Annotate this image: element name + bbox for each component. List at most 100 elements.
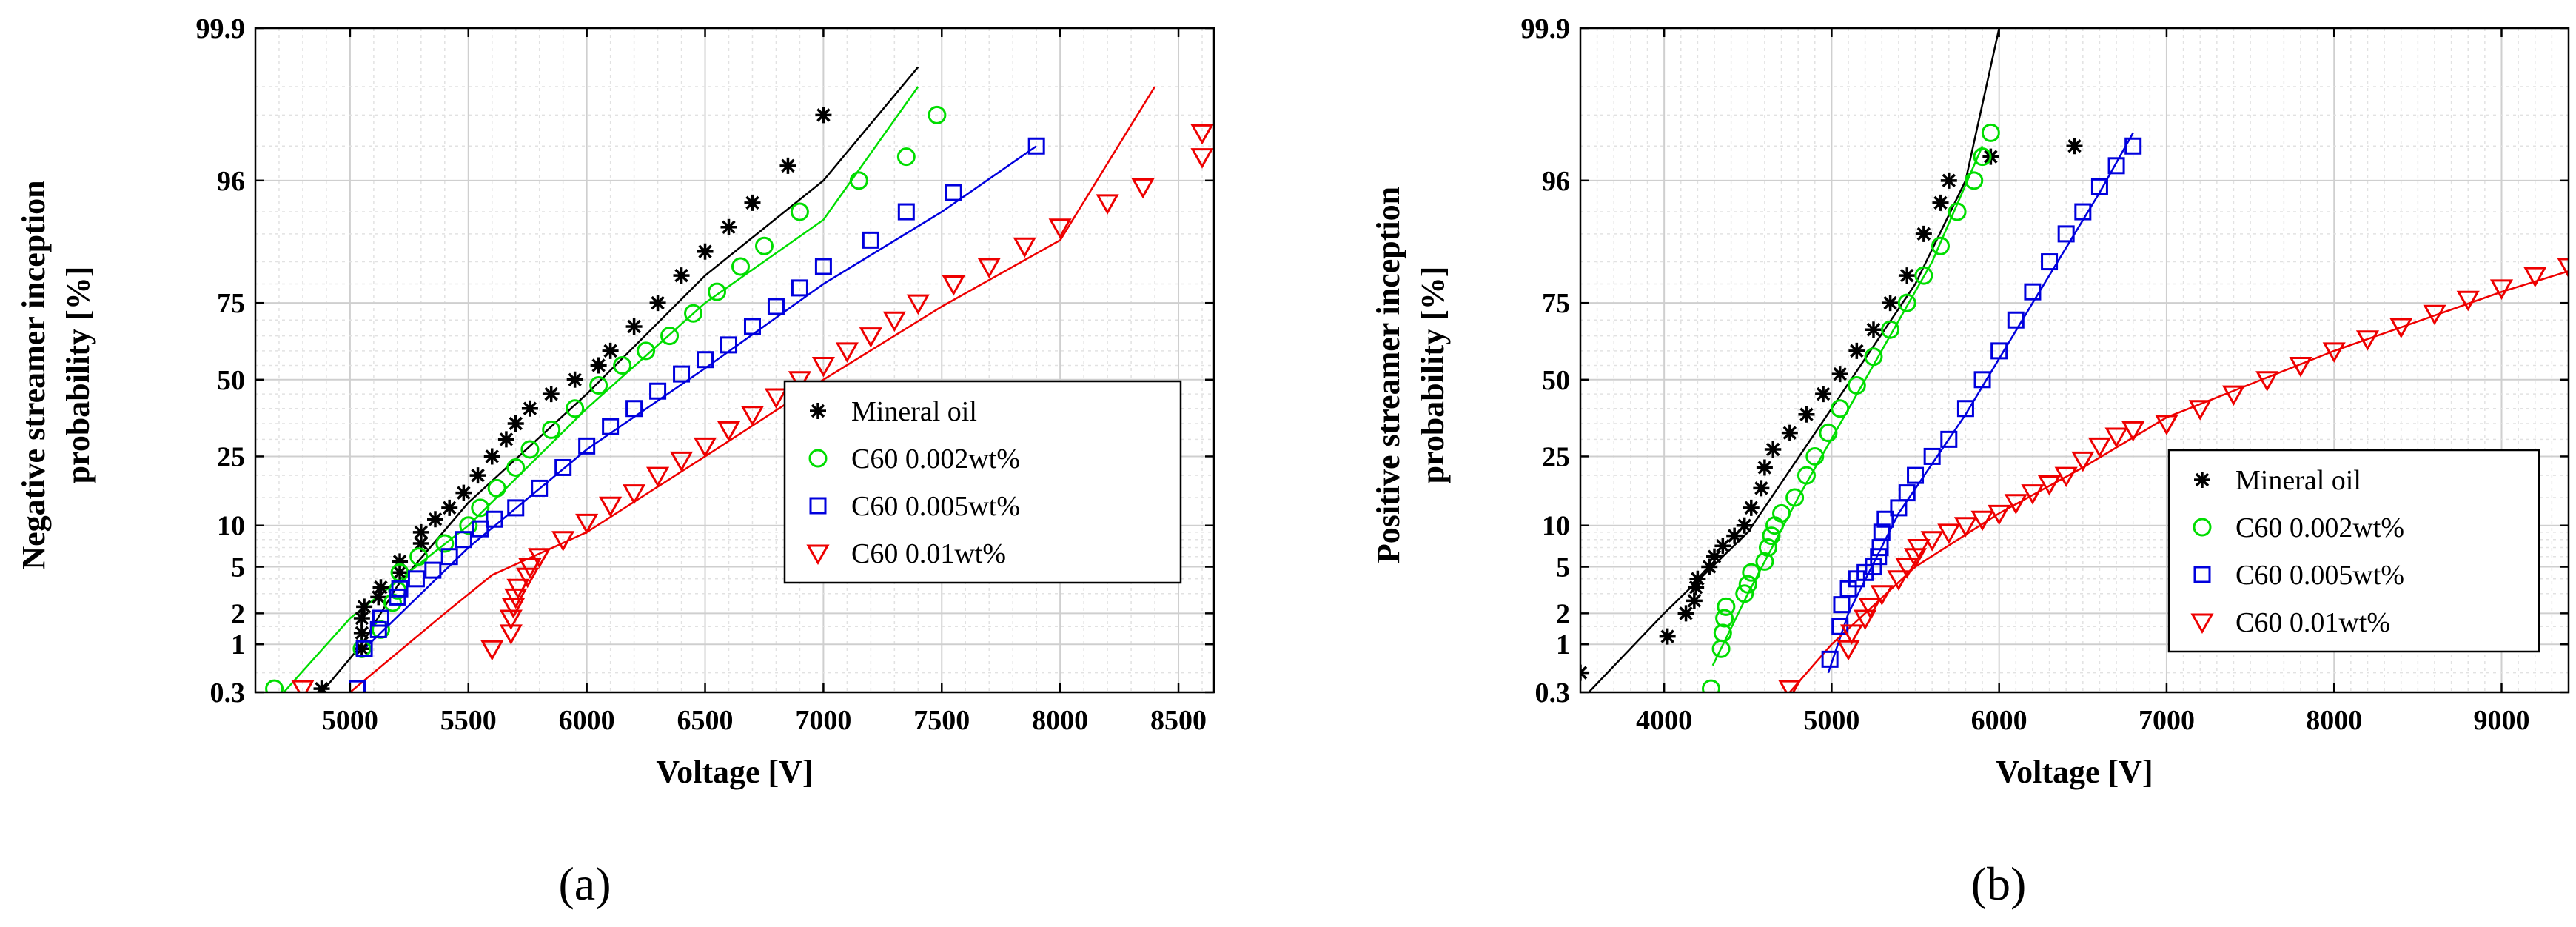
- data-point: [1805, 446, 1825, 466]
- x-tick-label: 7000: [795, 705, 851, 736]
- data-point: [1970, 510, 1994, 532]
- data-point: [897, 203, 915, 221]
- x-tick-label: 5500: [440, 705, 497, 736]
- data-point: [882, 311, 906, 332]
- y-tick-label: 50: [1542, 365, 1570, 396]
- data-point: [2456, 290, 2480, 312]
- data-point: [2124, 137, 2142, 155]
- data-point: [427, 511, 444, 528]
- x-tick-label: 8500: [1150, 705, 1207, 736]
- data-point: [1027, 137, 1045, 155]
- data-point: [814, 258, 832, 275]
- x-tick-label: 7500: [913, 705, 970, 736]
- data-point: [356, 598, 373, 615]
- data-point: [1940, 172, 1957, 189]
- data-point: [1765, 441, 1782, 458]
- data-point: [392, 564, 409, 581]
- data-point: [811, 357, 835, 378]
- data-point: [407, 570, 425, 588]
- data-point: [849, 171, 868, 190]
- data-point: [2007, 311, 2025, 329]
- data-point: [1870, 548, 1888, 566]
- data-point: [602, 342, 619, 359]
- data-point: [1758, 538, 1777, 558]
- data-point: [1831, 399, 1850, 418]
- data-point: [731, 257, 750, 276]
- data-point: [1096, 194, 1119, 215]
- axes-box: [1579, 27, 2570, 694]
- data-point: [2355, 330, 2380, 351]
- x-tick-label: 6000: [1971, 705, 2027, 736]
- series-1: [265, 105, 947, 692]
- data-point: [1706, 548, 1723, 565]
- data-point: [1876, 510, 1894, 528]
- axes-box: [254, 27, 1215, 694]
- data-point: [669, 451, 694, 472]
- data-point: [2024, 283, 2042, 301]
- data-point: [1831, 366, 1848, 383]
- data-point: [1865, 558, 1882, 576]
- data-point: [353, 640, 370, 657]
- data-point: [743, 318, 761, 335]
- data-point: [1819, 424, 1838, 443]
- data-point: [906, 294, 930, 315]
- data-point: [1762, 526, 1781, 546]
- series-0: [1580, 138, 2083, 681]
- data-point: [720, 336, 738, 354]
- data-point: [1882, 295, 1899, 312]
- y-tick-label: 2: [1556, 598, 1570, 629]
- data-point: [815, 107, 832, 124]
- data-point: [471, 498, 490, 518]
- data-point: [499, 624, 523, 645]
- data-point: [497, 431, 514, 448]
- data-point: [1956, 400, 1974, 418]
- data-point: [2074, 203, 2092, 221]
- legend-label: Mineral oil: [851, 396, 977, 427]
- data-point: [391, 580, 409, 598]
- data-point: [977, 258, 1001, 279]
- data-point: [2423, 304, 2446, 326]
- data-point: [767, 298, 785, 315]
- data-point: [599, 496, 623, 518]
- panel-label: (b): [1971, 857, 2027, 910]
- data-point: [625, 400, 643, 418]
- data-point: [1756, 459, 1773, 476]
- data-point: [1686, 592, 1703, 609]
- legend-label: C60 0.005wt%: [851, 491, 1020, 522]
- data-point: [2489, 279, 2514, 300]
- legend-label: C60 0.002wt%: [2235, 512, 2404, 543]
- data-point: [531, 479, 549, 497]
- plot-area: [255, 28, 1214, 692]
- data-point: [602, 418, 620, 435]
- legend-marker: [806, 544, 830, 566]
- data-point: [2389, 318, 2413, 338]
- y-tick-label: 0.3: [1535, 677, 1571, 709]
- data-point: [487, 478, 506, 498]
- data-point: [507, 499, 525, 517]
- x-tick-label: 8000: [1032, 705, 1088, 736]
- data-point: [649, 382, 667, 400]
- data-point: [2107, 157, 2125, 175]
- data-point: [506, 458, 526, 477]
- data-point: [1988, 504, 2011, 526]
- data-point: [2255, 371, 2279, 392]
- x-tick-label: 4000: [1636, 705, 1692, 736]
- series-3: [291, 124, 1214, 692]
- data-point: [1864, 347, 1883, 367]
- data-point: [372, 609, 389, 627]
- data-point: [1898, 484, 1916, 502]
- y-tick-label: 0.3: [210, 677, 246, 709]
- x-tick-label: 7000: [2139, 705, 2195, 736]
- data-point: [1915, 225, 1932, 242]
- data-point: [1848, 342, 1865, 359]
- data-point: [623, 484, 646, 505]
- data-point: [625, 318, 643, 335]
- data-point: [1743, 499, 1760, 516]
- data-point: [2057, 225, 2075, 243]
- data-point: [1847, 376, 1866, 395]
- data-point: [455, 531, 472, 549]
- y-tick-label: 99.9: [196, 13, 246, 44]
- x-tick-label: 5000: [1803, 705, 1859, 736]
- data-point: [1742, 563, 1761, 582]
- y-tick-label: 25: [217, 441, 245, 472]
